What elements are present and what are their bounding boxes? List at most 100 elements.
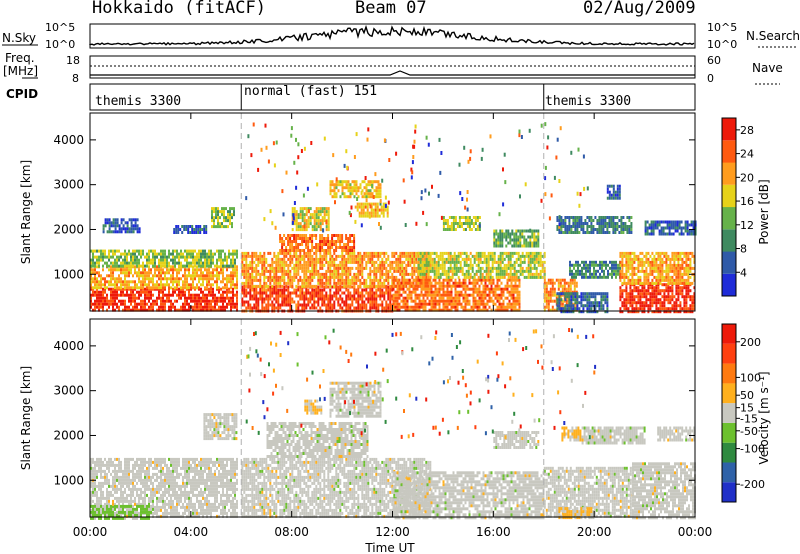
echo-cell (285, 263, 288, 267)
echo-cell (558, 304, 561, 308)
echo-cell (574, 298, 577, 302)
echo-cell (421, 269, 424, 273)
echo-cell (303, 222, 306, 226)
echo-cell (301, 249, 304, 252)
echo-cell (138, 249, 140, 253)
echo-cell (507, 257, 510, 261)
echo-cell (628, 228, 631, 231)
echo-cell (172, 261, 174, 265)
echo-cell (405, 272, 408, 276)
echo-cell (142, 268, 144, 272)
echo-cell (96, 255, 98, 259)
echo-cell (626, 225, 629, 228)
echo-cell (134, 227, 137, 231)
echo-cell (176, 261, 178, 265)
echo-cell (620, 231, 623, 234)
echo-cell (360, 214, 363, 218)
echo-cell (277, 266, 280, 270)
echo-cell (543, 305, 546, 309)
echo-cell (208, 274, 210, 278)
echo-cell (203, 225, 206, 228)
echo-cell (422, 281, 425, 285)
echo-cell (176, 293, 178, 297)
echo-cell (375, 275, 378, 279)
echo-cell (353, 237, 356, 240)
echo-cell (321, 243, 324, 246)
echo-cell (104, 255, 106, 259)
echo-cell (108, 280, 110, 284)
echo-cell (519, 254, 522, 258)
echo-cell (301, 210, 304, 214)
echo-cell (514, 290, 517, 294)
echo-cell (325, 228, 328, 232)
echo-cell (600, 304, 603, 308)
echo-cell (351, 246, 354, 249)
echo-cell (521, 269, 524, 273)
echo-cell (562, 225, 565, 228)
echo-cell (365, 306, 368, 310)
echo-cell (301, 240, 304, 243)
echo-cell (379, 183, 382, 187)
echo-cell (567, 281, 570, 285)
echo-cell (347, 246, 350, 249)
echo-cell (393, 254, 396, 258)
echo-cell (243, 251, 246, 255)
echo-cell (386, 205, 389, 209)
echo-cell (458, 299, 461, 303)
echo-cell (570, 295, 573, 299)
echo-cell (293, 240, 296, 243)
echo-cell (341, 186, 344, 190)
echo-cell (364, 211, 367, 215)
echo-cell (259, 275, 262, 279)
echo-cell (569, 272, 571, 276)
echo-cell (430, 305, 433, 309)
echo-cell (353, 257, 356, 261)
echo-cell (496, 305, 499, 309)
echo-cell (385, 284, 388, 288)
echo-cell (381, 269, 384, 273)
echo-cell (325, 297, 328, 301)
echo-cell (345, 275, 348, 279)
echo-cell (102, 287, 104, 291)
echo-cell (182, 280, 184, 284)
echo-cell (100, 274, 102, 278)
echo-cell (400, 281, 403, 285)
echo-cell (494, 284, 497, 288)
echo-cell (198, 305, 200, 309)
echo-cell (373, 297, 376, 301)
echo-cell (175, 231, 178, 234)
echo-cell (295, 269, 298, 273)
echo-cell (236, 293, 238, 297)
echo-cell (367, 189, 370, 193)
echo-cell (335, 269, 338, 273)
echo-cell (424, 302, 427, 306)
echo-cell (477, 266, 480, 270)
echo-cell (343, 284, 346, 288)
echo-cell (317, 303, 320, 307)
echo-cell (210, 302, 212, 306)
echo-cell (405, 284, 408, 288)
echo-cell (628, 225, 631, 228)
echo-cell (437, 272, 440, 276)
echo-cell (411, 260, 414, 264)
echo-cell (452, 216, 455, 219)
echo-cell (100, 280, 102, 284)
echo-cell (446, 305, 449, 309)
echo-cell (598, 222, 601, 225)
echo-cell (94, 290, 96, 294)
echo-cell (480, 281, 483, 285)
echo-cell (110, 230, 113, 234)
echo-cell (414, 290, 417, 294)
echo-cell (245, 278, 248, 282)
echo-cell (478, 296, 481, 300)
echo-cell (289, 300, 292, 304)
echo-cell (408, 293, 411, 297)
echo-cell (148, 283, 150, 287)
echo-cell (263, 269, 266, 273)
echo-cell (277, 306, 280, 310)
echo-cell (441, 257, 444, 261)
echo-cell (323, 281, 326, 285)
echo-cell (319, 251, 322, 255)
echo-cell (329, 284, 332, 288)
echo-cell (521, 244, 524, 248)
